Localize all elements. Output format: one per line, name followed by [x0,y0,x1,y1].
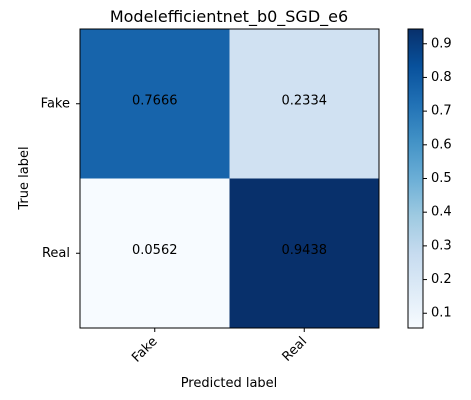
cell-value-label: 0.9438 [282,243,328,258]
colorbar-tick-label: 0.9 [431,36,452,51]
y-tick-label: Fake [41,96,70,111]
colorbar-ticks: 0.1 0.2 0.3 0.4 0.5 0.6 0.7 0.8 0.9 [423,36,452,321]
x-axis-label: Predicted label [181,376,278,391]
heatmap-cell [80,29,230,179]
y-axis-label: True label [17,146,32,210]
x-tick-label: Fake [129,334,160,365]
x-tick-label: Real [280,334,310,364]
colorbar [407,28,424,329]
y-axis-ticks: Fake Real [41,96,80,261]
cell-value-label: 0.2334 [282,93,328,108]
colorbar-tick-label: 0.4 [431,205,452,220]
x-axis-ticks: Fake Real [129,328,310,366]
cell-value-label: 0.7666 [132,93,178,108]
cell-value-label: 0.0562 [132,243,178,258]
heatmap-cell [229,178,379,328]
colorbar-tick-label: 0.1 [431,306,452,321]
plot-frame [79,28,380,329]
colorbar-tick-label: 0.3 [431,238,452,253]
colorbar-tick-label: 0.8 [431,70,452,85]
y-tick-label: Real [42,246,70,261]
colorbar-tick-label: 0.6 [431,137,452,152]
colorbar-tick-label: 0.2 [431,272,452,287]
heatmap-cell [229,29,379,179]
colorbar-tick-label: 0.5 [431,171,452,186]
heatmap-cells: 0.7666 0.2334 0.0562 0.9438 [80,29,379,328]
colorbar-tick-label: 0.7 [431,104,452,119]
chart-title: Modelefficientnet_b0_SGD_e6 [110,7,348,27]
heatmap-cell [80,178,230,328]
